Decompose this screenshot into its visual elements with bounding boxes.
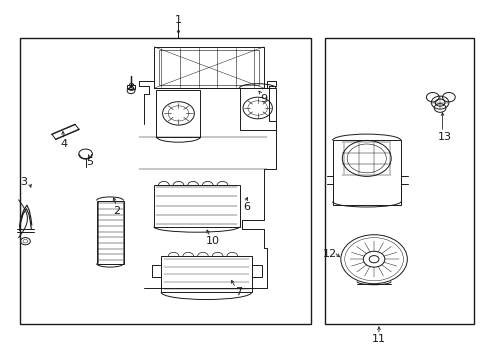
Text: 9: 9 — [260, 94, 267, 104]
Bar — [239, 88, 276, 130]
Bar — [332, 140, 400, 205]
Text: 1: 1 — [175, 15, 182, 25]
Circle shape — [368, 256, 378, 263]
Bar — [325, 38, 473, 324]
Bar — [97, 201, 123, 264]
Text: 5: 5 — [86, 157, 93, 167]
Text: 12: 12 — [323, 249, 336, 259]
Text: 10: 10 — [205, 236, 219, 246]
Text: 13: 13 — [437, 132, 451, 142]
Text: 11: 11 — [371, 334, 385, 344]
Text: 7: 7 — [235, 287, 242, 297]
Text: 8: 8 — [127, 83, 134, 93]
Bar — [20, 38, 310, 324]
Text: 6: 6 — [243, 202, 250, 212]
Text: 4: 4 — [60, 139, 67, 149]
Bar — [161, 256, 251, 292]
Bar — [156, 90, 200, 137]
Text: 2: 2 — [113, 206, 120, 216]
Text: 3: 3 — [20, 177, 27, 187]
Bar — [154, 47, 264, 88]
Bar — [127, 85, 135, 89]
Bar — [154, 185, 239, 227]
Bar — [159, 50, 259, 85]
